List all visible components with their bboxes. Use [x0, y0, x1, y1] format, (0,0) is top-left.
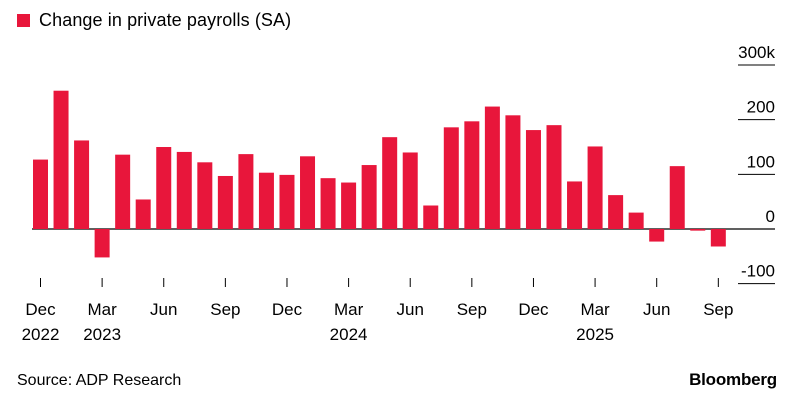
bar [341, 182, 357, 229]
y-tick-label: 0 [766, 207, 775, 226]
bar [320, 178, 336, 229]
y-tick-label: 200 [747, 98, 775, 117]
x-tick-label-month: Mar [334, 300, 364, 319]
bar [197, 162, 213, 229]
bar [464, 121, 480, 229]
bar [690, 229, 706, 231]
x-tick-label-year: 2023 [83, 325, 121, 344]
x-tick-label-month: Dec [272, 300, 303, 319]
x-tick-label-year: 2022 [22, 325, 60, 344]
x-tick-label-month: Mar [87, 300, 117, 319]
bar [279, 174, 295, 229]
bar [135, 199, 151, 229]
x-tick-label-month: Mar [580, 300, 610, 319]
x-tick-label-month: Jun [150, 300, 177, 319]
bar [217, 175, 233, 229]
source-note: Source: ADP Research [17, 372, 182, 389]
legend-label: Change in private payrolls (SA) [39, 10, 292, 30]
bar [423, 205, 439, 229]
x-tick-label-month: Sep [703, 300, 733, 319]
bar [258, 172, 274, 229]
x-tick-label-month: Dec [518, 300, 549, 319]
bar [587, 146, 603, 229]
bar [649, 229, 665, 242]
x-tick-label-month: Sep [457, 300, 487, 319]
bar [628, 212, 644, 229]
bar [443, 127, 459, 229]
y-tick-label: 100 [747, 152, 775, 171]
bar [484, 106, 500, 229]
y-tick-label: 300k [738, 43, 775, 62]
bar [74, 140, 90, 229]
bar [546, 125, 562, 229]
bar [505, 115, 521, 229]
bar [176, 151, 192, 229]
bar [361, 165, 377, 229]
y-tick-label: -100 [741, 262, 775, 281]
bar [567, 181, 583, 229]
bar [94, 229, 110, 258]
x-tick-label-month: Jun [643, 300, 670, 319]
bar [669, 166, 685, 229]
y-axis-labels: 300k 200 100 0 -100 [738, 43, 775, 281]
bar [33, 159, 48, 229]
legend-swatch [17, 14, 30, 27]
x-tick-label-month: Sep [210, 300, 240, 319]
bar [156, 147, 172, 229]
bar [238, 154, 254, 229]
bar [525, 130, 541, 229]
x-tick-label-year: 2024 [330, 325, 368, 344]
brand-logo: Bloomberg [689, 370, 777, 389]
x-tick-label-year: 2025 [576, 325, 614, 344]
x-tick-label-month: Jun [397, 300, 424, 319]
x-axis: Dec 2022 Mar 2023 Jun Sep Dec Mar 2024 Jun Sep Dec M… [22, 278, 733, 344]
x-tick-label-month: Dec [25, 300, 56, 319]
bar [382, 137, 398, 229]
bar [53, 90, 69, 230]
bars [33, 90, 726, 258]
bar [300, 156, 316, 229]
legend: Change in private payrolls (SA) [17, 10, 291, 31]
bar [608, 195, 624, 229]
bar [710, 229, 726, 247]
bar [402, 152, 418, 229]
bar [115, 154, 131, 229]
